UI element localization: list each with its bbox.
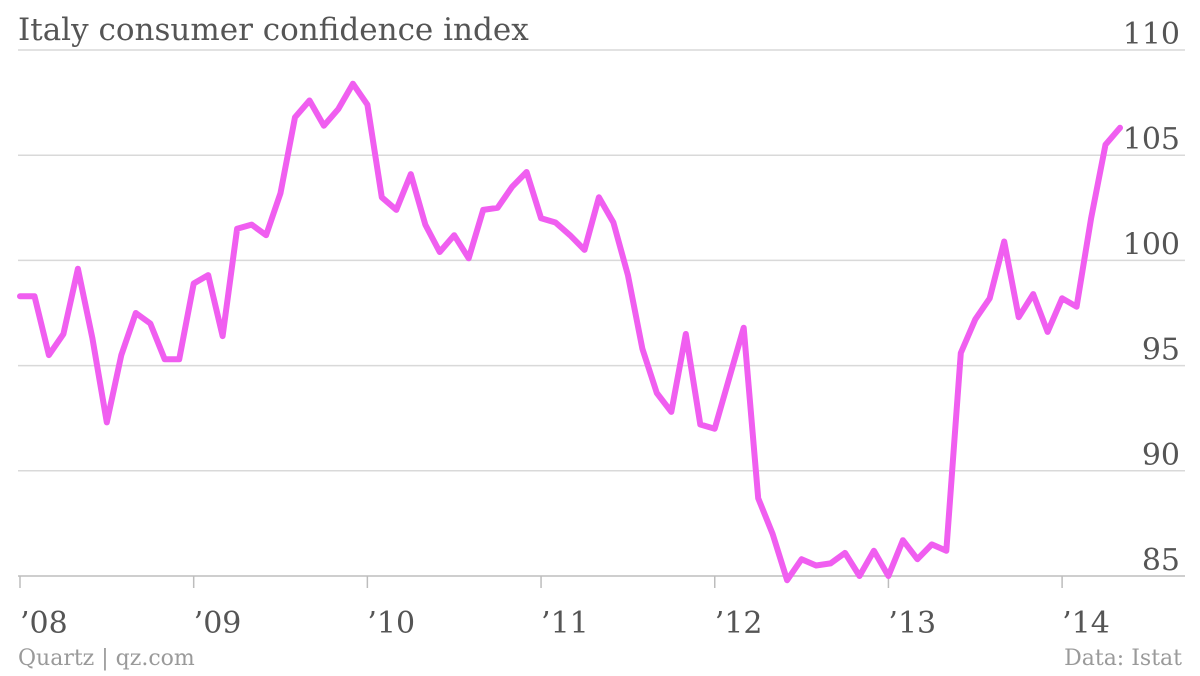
data-point bbox=[451, 232, 457, 238]
data-point bbox=[914, 556, 920, 562]
data-point bbox=[1088, 215, 1094, 221]
data-point bbox=[524, 169, 530, 175]
y-tick-label: 110 bbox=[1123, 17, 1180, 52]
data-point bbox=[176, 356, 182, 362]
data-point bbox=[234, 226, 240, 232]
data-point bbox=[335, 106, 341, 112]
data-point bbox=[278, 190, 284, 196]
data-point bbox=[422, 222, 428, 228]
data-point bbox=[495, 205, 501, 211]
data-point bbox=[509, 184, 515, 190]
data-point bbox=[1074, 304, 1080, 310]
data-point bbox=[1045, 329, 1051, 335]
data-point bbox=[1117, 125, 1123, 131]
data-point bbox=[205, 272, 211, 278]
data-point bbox=[741, 325, 747, 331]
data-point bbox=[639, 346, 645, 352]
data-point bbox=[828, 560, 834, 566]
data-point bbox=[755, 495, 761, 501]
data-point bbox=[582, 247, 588, 253]
x-axis-ticks: ’08 ’09 ’10 ’11 ’12 ’13 ’14 bbox=[19, 576, 1110, 641]
data-point bbox=[147, 321, 153, 327]
data-point bbox=[857, 573, 863, 579]
data-point bbox=[799, 556, 805, 562]
x-tick-label: ’13 bbox=[888, 606, 936, 641]
y-tick-label: 95 bbox=[1142, 333, 1180, 368]
data-point bbox=[567, 232, 573, 238]
data-point bbox=[350, 81, 356, 87]
series-line bbox=[17, 80, 1123, 584]
data-point bbox=[538, 215, 544, 221]
data-point bbox=[1103, 142, 1109, 148]
x-tick-label: ’12 bbox=[715, 606, 763, 641]
data-point bbox=[625, 272, 631, 278]
data-point bbox=[60, 331, 66, 337]
data-point bbox=[813, 563, 819, 569]
data-point bbox=[1001, 239, 1007, 245]
data-point bbox=[726, 375, 732, 381]
data-point bbox=[697, 422, 703, 428]
data-point bbox=[75, 266, 81, 272]
y-tick-label: 90 bbox=[1142, 438, 1180, 473]
data-point bbox=[784, 577, 790, 583]
data-point bbox=[32, 293, 38, 299]
data-point bbox=[610, 220, 616, 226]
data-point bbox=[842, 550, 848, 556]
data-point bbox=[596, 194, 602, 200]
source-credit: Quartz | qz.com bbox=[18, 646, 195, 671]
data-point bbox=[466, 255, 472, 261]
data-point bbox=[393, 207, 399, 213]
y-tick-label: 85 bbox=[1142, 543, 1180, 578]
data-point bbox=[958, 350, 964, 356]
data-source: Data: Istat bbox=[1064, 646, 1182, 671]
data-point bbox=[654, 390, 660, 396]
data-point bbox=[1016, 314, 1022, 320]
data-point bbox=[885, 573, 891, 579]
data-point bbox=[1030, 291, 1036, 297]
data-point bbox=[480, 207, 486, 213]
data-point bbox=[972, 316, 978, 322]
data-point bbox=[133, 310, 139, 316]
data-point bbox=[292, 114, 298, 120]
data-point bbox=[712, 426, 718, 432]
data-point bbox=[408, 171, 414, 177]
series-layer bbox=[17, 80, 1123, 584]
data-point bbox=[900, 537, 906, 543]
data-point bbox=[220, 333, 226, 339]
data-point bbox=[191, 281, 197, 287]
y-tick-label: 100 bbox=[1123, 227, 1180, 262]
gridlines bbox=[18, 49, 1185, 577]
data-point bbox=[379, 194, 385, 200]
y-axis-ticks: 85 90 95 100 105 110 bbox=[1123, 17, 1180, 578]
data-point bbox=[104, 419, 110, 425]
data-point bbox=[668, 409, 674, 415]
data-point bbox=[89, 335, 95, 341]
data-point bbox=[1059, 295, 1065, 301]
data-point bbox=[871, 548, 877, 554]
data-point bbox=[263, 232, 269, 238]
data-point bbox=[249, 222, 255, 228]
data-point bbox=[307, 98, 313, 104]
data-point bbox=[17, 293, 23, 299]
data-point bbox=[46, 352, 52, 358]
x-tick-label: ’08 bbox=[20, 606, 68, 641]
data-point bbox=[683, 331, 689, 337]
data-point bbox=[321, 123, 327, 129]
data-point bbox=[943, 548, 949, 554]
x-tick-label: ’10 bbox=[367, 606, 415, 641]
data-point bbox=[162, 356, 168, 362]
chart-title: Italy consumer confidence index bbox=[18, 12, 529, 48]
data-point bbox=[929, 541, 935, 547]
data-point bbox=[437, 249, 443, 255]
x-tick-label: ’09 bbox=[194, 606, 242, 641]
data-point bbox=[987, 295, 993, 301]
x-tick-label: ’14 bbox=[1062, 606, 1110, 641]
data-point bbox=[364, 102, 370, 108]
data-point bbox=[118, 352, 124, 358]
x-tick-label: ’11 bbox=[541, 606, 589, 641]
data-point bbox=[553, 220, 559, 226]
y-tick-label: 105 bbox=[1123, 122, 1180, 157]
data-point bbox=[770, 531, 776, 537]
